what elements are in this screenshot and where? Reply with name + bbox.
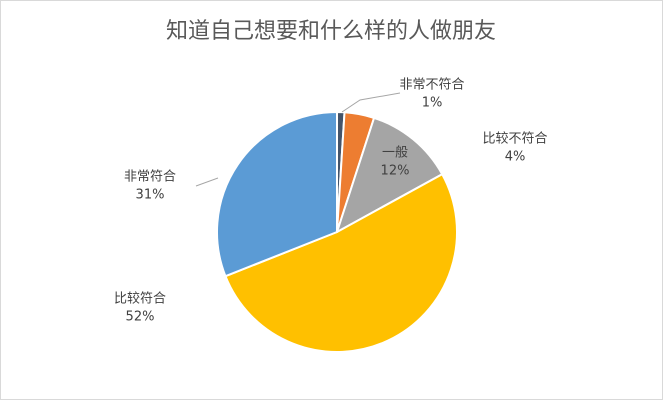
leader-line [341, 92, 401, 113]
pie-slice [335, 116, 444, 235]
slice-label: 比较不符合 [482, 131, 547, 147]
slice-label: 非常不符合 [399, 77, 464, 93]
slice-label: 一般 [382, 145, 408, 161]
slice-label: 比较符合 [114, 291, 166, 307]
slice-value-label: 31% [136, 188, 165, 203]
slice-value-label: 1% [422, 96, 443, 111]
slice-value-label: 52% [126, 310, 155, 325]
leader-line [195, 177, 219, 187]
pie-slice [224, 172, 458, 353]
pie-slice [216, 110, 338, 278]
chart-title: 知道自己想要和什么样的人做朋友 [166, 19, 496, 44]
slice-label: 非常符合 [124, 169, 176, 185]
slice-value-label: 4% [505, 150, 526, 165]
slice-value-label: 12% [381, 164, 410, 179]
